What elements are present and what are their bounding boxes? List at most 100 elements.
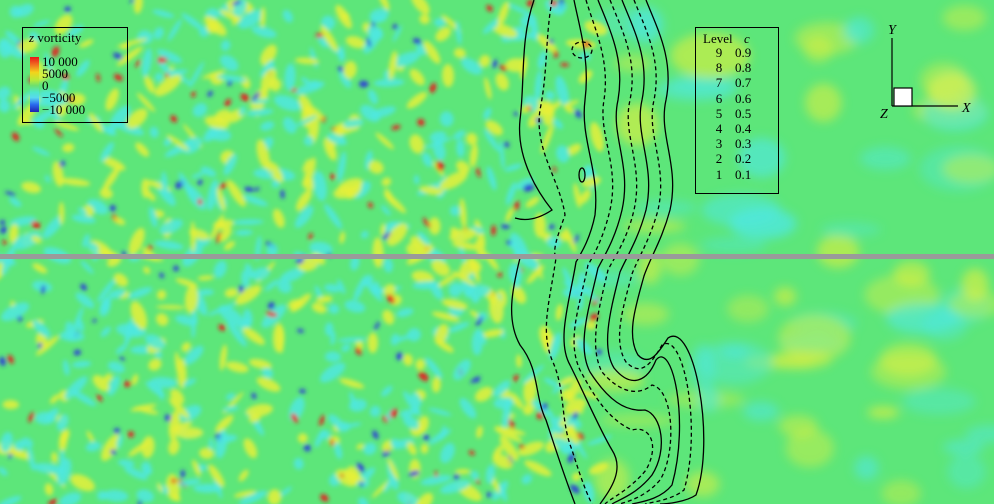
vortex-streak bbox=[77, 207, 88, 215]
vortex-streak bbox=[366, 37, 372, 48]
vortex-streak bbox=[492, 59, 498, 68]
field-patch bbox=[616, 103, 659, 146]
vortex-streak bbox=[505, 182, 517, 205]
vortex-streak bbox=[31, 235, 42, 244]
vortex-streak bbox=[357, 497, 369, 504]
vortex-streak bbox=[216, 187, 226, 212]
vortex-streak bbox=[0, 86, 11, 100]
vortex-streak bbox=[455, 21, 462, 45]
vortex-streak bbox=[0, 495, 22, 504]
level-header: Level bbox=[703, 31, 733, 46]
vortex-streak bbox=[522, 403, 535, 415]
vortex-streak bbox=[335, 4, 352, 29]
vortex-streak bbox=[323, 203, 343, 229]
vortex-streak bbox=[70, 474, 95, 492]
vortex-streak bbox=[128, 287, 153, 299]
vortex-streak bbox=[96, 73, 100, 82]
vortex-streak bbox=[260, 6, 266, 28]
vortex-streak bbox=[428, 217, 441, 235]
field-patch bbox=[700, 236, 767, 254]
vortex-streak bbox=[170, 115, 178, 123]
vortex-streak bbox=[282, 9, 294, 23]
vortex-streak bbox=[5, 30, 23, 46]
vortex-streak bbox=[526, 0, 534, 7]
vorticity-legend: z vorticity 10 000 5000 0 −5000 −10 000 bbox=[22, 27, 128, 123]
vortex-streak bbox=[144, 334, 166, 350]
vortex-streak bbox=[574, 109, 582, 119]
vortex-streak bbox=[141, 48, 152, 77]
vortex-streak bbox=[483, 129, 500, 152]
vortex-streak bbox=[528, 111, 540, 128]
vortex-streak bbox=[45, 408, 59, 422]
vortex-streak bbox=[511, 284, 527, 304]
vortex-streak bbox=[469, 143, 478, 168]
vortex-streak bbox=[141, 178, 150, 199]
field-patch bbox=[881, 479, 922, 504]
vortex-streak bbox=[313, 171, 327, 202]
vortex-streak bbox=[28, 412, 35, 423]
field-patch bbox=[902, 387, 976, 415]
vortex-streak bbox=[453, 474, 460, 480]
vortex-streak bbox=[189, 228, 210, 240]
vortex-streak bbox=[295, 258, 304, 264]
field-patch bbox=[965, 425, 994, 443]
vortex-streak bbox=[356, 443, 365, 450]
vortex-streak bbox=[464, 285, 491, 299]
vortex-streak bbox=[494, 427, 523, 443]
vortex-streak bbox=[153, 27, 164, 40]
vortex-streak bbox=[117, 459, 135, 468]
vortex-streak bbox=[206, 179, 219, 211]
vortex-streak bbox=[589, 462, 609, 475]
vortex-streak bbox=[136, 489, 154, 503]
vortex-streak bbox=[128, 227, 145, 256]
vortex-streak bbox=[101, 434, 121, 461]
vortex-streak bbox=[82, 233, 90, 248]
vortex-streak bbox=[412, 38, 422, 45]
vortex-streak bbox=[476, 425, 483, 439]
vortex-streak bbox=[225, 392, 235, 400]
vortex-streak bbox=[92, 318, 97, 323]
vortex-streak bbox=[124, 318, 134, 346]
vortex-streak bbox=[513, 111, 518, 116]
field-patch bbox=[778, 314, 851, 362]
vortex-streak bbox=[71, 360, 92, 368]
vortex-streak bbox=[391, 51, 420, 68]
vortex-streak bbox=[353, 278, 366, 301]
vortex-streak bbox=[484, 77, 492, 100]
vortex-streak bbox=[516, 177, 534, 190]
field-patch bbox=[947, 454, 986, 489]
vortex-streak bbox=[319, 414, 325, 427]
vortex-streak bbox=[485, 464, 496, 484]
vortex-streak bbox=[32, 263, 48, 274]
vortex-streak bbox=[524, 460, 552, 477]
vortex-streak bbox=[576, 432, 584, 441]
vortex-streak bbox=[44, 52, 54, 76]
vortex-streak bbox=[453, 359, 471, 381]
vortex-streak bbox=[540, 124, 554, 154]
vortex-streak bbox=[452, 271, 476, 286]
vortex-streak bbox=[409, 68, 425, 86]
vortex-streak bbox=[7, 354, 14, 364]
vortex-streak bbox=[251, 392, 257, 400]
vortex-streak bbox=[261, 367, 274, 379]
vortex-streak bbox=[133, 0, 143, 14]
vortex-streak bbox=[242, 194, 269, 207]
vortex-streak bbox=[213, 260, 227, 279]
vortex-streak bbox=[344, 300, 366, 313]
vortex-streak bbox=[0, 466, 8, 476]
vortex-streak bbox=[316, 295, 333, 303]
vortex-streak bbox=[106, 126, 115, 136]
vortex-streak bbox=[419, 185, 444, 195]
vortex-streak bbox=[148, 206, 158, 228]
vortex-streak bbox=[87, 242, 99, 253]
vortex-streak bbox=[372, 430, 379, 440]
vortex-streak bbox=[0, 37, 12, 58]
vortex-streak bbox=[191, 171, 205, 179]
vortex-streak bbox=[537, 50, 547, 70]
vortex-streak bbox=[166, 134, 190, 151]
field-patch bbox=[599, 413, 677, 427]
vortex-streak bbox=[566, 378, 582, 402]
vortex-streak bbox=[27, 446, 35, 471]
vortex-streak bbox=[167, 69, 189, 76]
